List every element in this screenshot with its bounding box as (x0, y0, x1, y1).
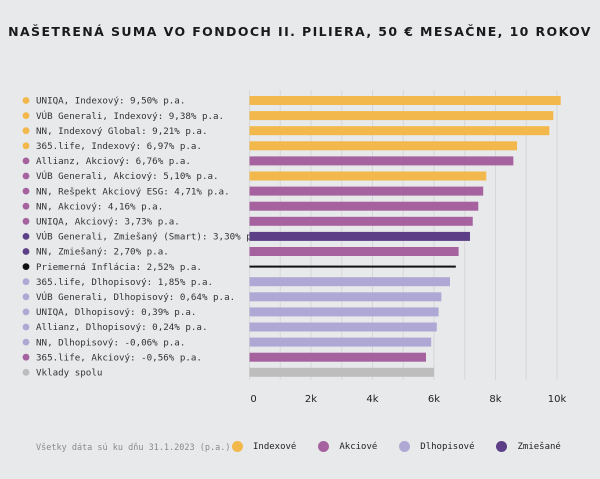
x-tick-label: 10k (548, 394, 567, 405)
category-dot (22, 217, 30, 225)
legend-swatch (496, 441, 508, 452)
x-tick-label: 2k (305, 394, 317, 405)
category-label: NN, Akciový: 4,16% p.a. (36, 201, 163, 212)
bar (249, 322, 437, 332)
legend-swatch (318, 441, 330, 452)
category-label: VÚB Generali, Indexový: 9,38% p.a. (36, 110, 224, 122)
category-label: UNIQA, Dlhopisový: 0,39% p.a. (36, 307, 196, 318)
category-label: Priemerná Inflácia: 2,52% p.a. (36, 262, 202, 273)
category-label: Allianz, Akciový: 6,76% p.a. (36, 156, 191, 167)
category-dot (22, 97, 30, 104)
legend-label: Zmiešané (517, 441, 561, 452)
bar (249, 126, 550, 136)
legend-label: Dlhopisové (420, 441, 475, 452)
x-axis-ticks: 0 2k 4k 6k 8k 10k (250, 394, 566, 405)
legend-label: Akciové (339, 441, 378, 452)
category-dot (22, 127, 30, 135)
category-label: Vklady spolu (36, 368, 102, 379)
category-dot (22, 338, 30, 346)
legend-swatch (399, 441, 411, 452)
bar (249, 337, 432, 347)
x-tick-label: 8k (489, 394, 501, 405)
legend-item: Akciové (318, 441, 377, 452)
category-dot (22, 142, 30, 150)
bar (249, 111, 554, 121)
bar (249, 292, 442, 302)
bar (249, 367, 434, 377)
category-label: 365.life, Indexový: 6,97% p.a. (36, 141, 202, 152)
category-dot (22, 202, 30, 210)
category-dot (22, 278, 30, 286)
bar (249, 201, 479, 211)
bar (249, 216, 473, 226)
bar (249, 307, 439, 317)
category-dot (22, 293, 30, 301)
bar (249, 247, 459, 256)
category-dot (22, 157, 30, 165)
bar (249, 171, 487, 181)
category-label: 365.life, Akciový: -0,56% p.a. (36, 352, 202, 363)
legend-item: Dlhopisové (399, 441, 474, 452)
category-dot (22, 172, 30, 180)
bar (249, 186, 484, 196)
legend-item: Indexové (232, 441, 296, 452)
bar (249, 156, 514, 166)
bar (249, 352, 427, 362)
category-label: VÚB Generali, Zmiešaný (Smart): 3,30% p.… (36, 231, 268, 243)
category-dot (22, 263, 30, 270)
bar (249, 231, 470, 241)
category-label: NN, Rešpekt Akciový ESG: 4,71% p.a. (36, 186, 230, 197)
category-dot (22, 248, 30, 255)
category-label: VÚB Generali, Dlhopisový: 0,64% p.a. (36, 291, 235, 303)
category-label: Allianz, Dlhopisový: 0,24% p.a. (36, 322, 207, 333)
category-label: NN, Indexový Global: 9,21% p.a. (36, 126, 207, 137)
category-label: VÚB Generali, Akciový: 5,10% p.a. (36, 170, 219, 182)
legend-label: Indexové (253, 441, 297, 452)
x-tick-label: 0 (250, 394, 256, 405)
chart-title: NAŠETRENÁ SUMA VO FONDOCH II. PILIERA, 5… (8, 24, 592, 39)
bar (249, 141, 518, 151)
legend-swatch (232, 441, 243, 452)
category-labels: UNIQA, Indexový: 9,50% p.a. VÚB Generali,… (22, 96, 268, 379)
category-dot (22, 112, 30, 119)
category-label: NN, Zmiešaný: 2,70% p.a. (36, 247, 169, 258)
inflation-line (249, 265, 456, 268)
category-dot (22, 233, 30, 240)
category-dot (22, 308, 30, 316)
bar (249, 96, 561, 105)
footnote: Všetky dáta sú ku dňu 31.1.2023 (p.a.) (36, 443, 231, 453)
category-label: NN, Dlhopisový: -0,06% p.a. (36, 337, 185, 348)
x-tick-label: 6k (428, 394, 440, 405)
legend: Indexové Akciové Dlhopisové Zmiešané (232, 441, 583, 452)
x-tick-label: 4k (366, 394, 378, 405)
category-dot (22, 323, 30, 331)
category-label: UNIQA, Indexový: 9,50% p.a. (36, 96, 185, 107)
category-label: UNIQA, Akciový: 3,73% p.a. (36, 217, 180, 228)
category-dot (22, 187, 30, 195)
bars (249, 96, 561, 377)
category-label: 365.life, Dlhopisový: 1,85% p.a. (36, 277, 213, 288)
legend-item: Zmiešané (496, 441, 561, 452)
category-dot (22, 368, 30, 376)
category-dot (22, 353, 30, 361)
bar (249, 277, 450, 287)
